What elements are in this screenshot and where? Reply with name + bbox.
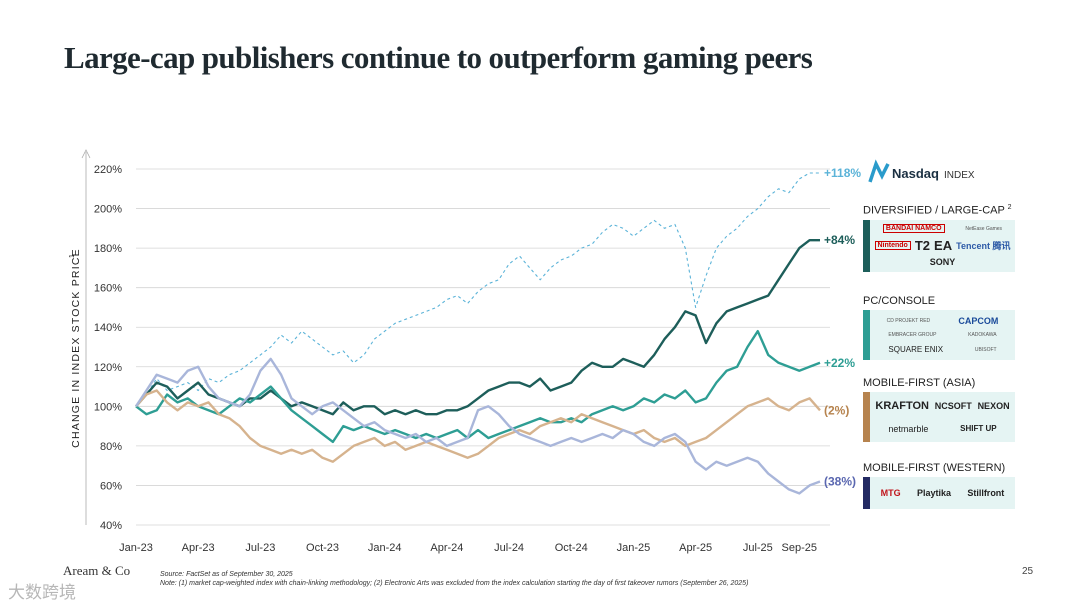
logo-netmarble: netmarble xyxy=(888,423,929,434)
logo-nexon: NEXON xyxy=(977,401,1010,412)
x-tick-label: Oct-23 xyxy=(306,542,339,554)
y-axis-arrow xyxy=(81,149,91,159)
logo-tencent: Tencent 腾讯 xyxy=(956,240,1011,251)
source-note: Source: FactSet as of September 30, 2025… xyxy=(160,570,748,588)
logo-take-two: T2 xyxy=(914,237,931,253)
color-bar xyxy=(863,310,870,360)
y-axis-title: CHANGE IN INDEX STOCK PRICE xyxy=(70,248,82,448)
group-label: PC/CONSOLE xyxy=(863,295,936,307)
series-line-pc-console xyxy=(135,330,821,444)
group-label: MOBILE-FIRST (ASIA) xyxy=(863,377,976,389)
y-tick-label: 140% xyxy=(94,322,122,334)
x-tick-label: Jan-23 xyxy=(119,542,153,554)
color-bar xyxy=(863,392,870,442)
logo-shift-up: SHIFT UP xyxy=(960,424,997,434)
logo-sony: SONY xyxy=(929,256,956,267)
brand-logo: Aream & Co xyxy=(63,563,131,578)
logo-mtg: MTG xyxy=(880,488,901,498)
page-title: Large-cap publishers continue to outperf… xyxy=(64,40,813,75)
legend-group-pc-console: PC/CONSOLE CD PROJEKT RED CAPCOM EMBRACE… xyxy=(863,295,1015,360)
logo-cd-projekt: CD PROJEKT RED xyxy=(886,317,931,324)
legend-group-mobile-asia: MOBILE-FIRST (ASIA) KRAFTON NCSOFT NEXON… xyxy=(863,377,1015,442)
note-text: Note: (1) market cap-weighted index with… xyxy=(160,580,749,587)
x-tick-label: Jul-24 xyxy=(494,542,524,554)
series-line-nasdaq xyxy=(135,172,820,407)
end-label: +84% xyxy=(824,233,855,247)
logo-nintendo: Nintendo xyxy=(874,240,911,250)
logo-box: CD PROJEKT RED CAPCOM EMBRACER GROUP KAD… xyxy=(863,310,1015,360)
end-label: (2%) xyxy=(824,403,849,417)
logo-box: MTG Playtika Stillfront xyxy=(863,477,1015,509)
logo-square-enix: SQUARE ENIX xyxy=(888,345,944,355)
series-line-mobile-first-western xyxy=(134,357,821,495)
y-tick-label: 180% xyxy=(94,243,122,255)
color-bar xyxy=(863,219,870,272)
x-tick-label: Jul-23 xyxy=(245,542,275,554)
x-tick-label: Sep-25 xyxy=(782,542,817,554)
source-text: Source: FactSet as of September 30, 2025 xyxy=(160,571,293,578)
logo-ncsoft: NCSOFT xyxy=(934,401,972,412)
end-label: +22% xyxy=(824,356,855,370)
group-label: DIVERSIFIED / LARGE-CAP xyxy=(863,204,1005,217)
x-tick-label: Apr-23 xyxy=(182,542,215,554)
logo-capcom: CAPCOM xyxy=(958,315,999,326)
page-number: 25 xyxy=(1022,566,1034,577)
y-tick-label: 220% xyxy=(94,164,122,176)
y-tick-label: 40% xyxy=(100,520,122,532)
y-tick-label: 160% xyxy=(94,283,122,295)
logo-stillfront: Stillfront xyxy=(967,488,1005,498)
logo-embracer: EMBRACER GROUP xyxy=(888,332,937,339)
logo-box: BANDAI NAMCO NetEase Games Nintendo T2 E… xyxy=(863,219,1015,272)
logo-ea: EA xyxy=(934,237,953,253)
nasdaq-icon xyxy=(868,159,890,183)
x-tick-label: Jul-25 xyxy=(743,542,773,554)
end-label: (38%) xyxy=(824,474,856,488)
y-tick-label: 80% xyxy=(100,441,122,453)
logo-ubisoft: UBISOFT xyxy=(974,346,997,353)
x-tick-label: Jan-24 xyxy=(368,542,402,554)
logo-box: KRAFTON NCSOFT NEXON netmarble SHIFT UP xyxy=(863,392,1015,442)
group-label: MOBILE-FIRST (WESTERN) xyxy=(863,462,1006,474)
logo-krafton: KRAFTON xyxy=(875,400,929,413)
legend-group-diversified: DIVERSIFIED / LARGE-CAP 2 BANDAI NAMCO N… xyxy=(863,204,1015,272)
x-tick-label: Jan-25 xyxy=(617,542,651,554)
series-line-mobile-first-asia xyxy=(135,389,821,463)
color-bar xyxy=(863,477,870,509)
logo-netease: NetEase Games xyxy=(965,225,1003,232)
logo-playtika: Playtika xyxy=(916,488,951,498)
x-tick-label: Apr-24 xyxy=(430,542,463,554)
logo-kadokawa: KADOKAWA xyxy=(968,332,997,339)
y-tick-label: 100% xyxy=(94,401,122,413)
nasdaq-name: Nasdaq xyxy=(892,166,939,181)
nasdaq-suffix: INDEX xyxy=(944,170,975,181)
end-label: +118% xyxy=(824,166,861,180)
x-tick-label: Oct-24 xyxy=(555,542,588,554)
x-tick-label: Apr-25 xyxy=(679,542,712,554)
series-line-diversified-large-cap xyxy=(135,239,820,416)
y-tick-label: 120% xyxy=(94,362,122,374)
y-tick-label: 60% xyxy=(100,480,122,492)
y-tick-label: 200% xyxy=(94,204,122,216)
y-axis-title-sup: 1 xyxy=(69,254,76,258)
logo-bandai-namco: BANDAI NAMCO xyxy=(882,224,945,234)
legend-group-mobile-western: MOBILE-FIRST (WESTERN) MTG Playtika Stil… xyxy=(863,462,1015,509)
group-sup: 2 xyxy=(1007,204,1012,211)
watermark: 大数跨境 xyxy=(8,583,76,602)
